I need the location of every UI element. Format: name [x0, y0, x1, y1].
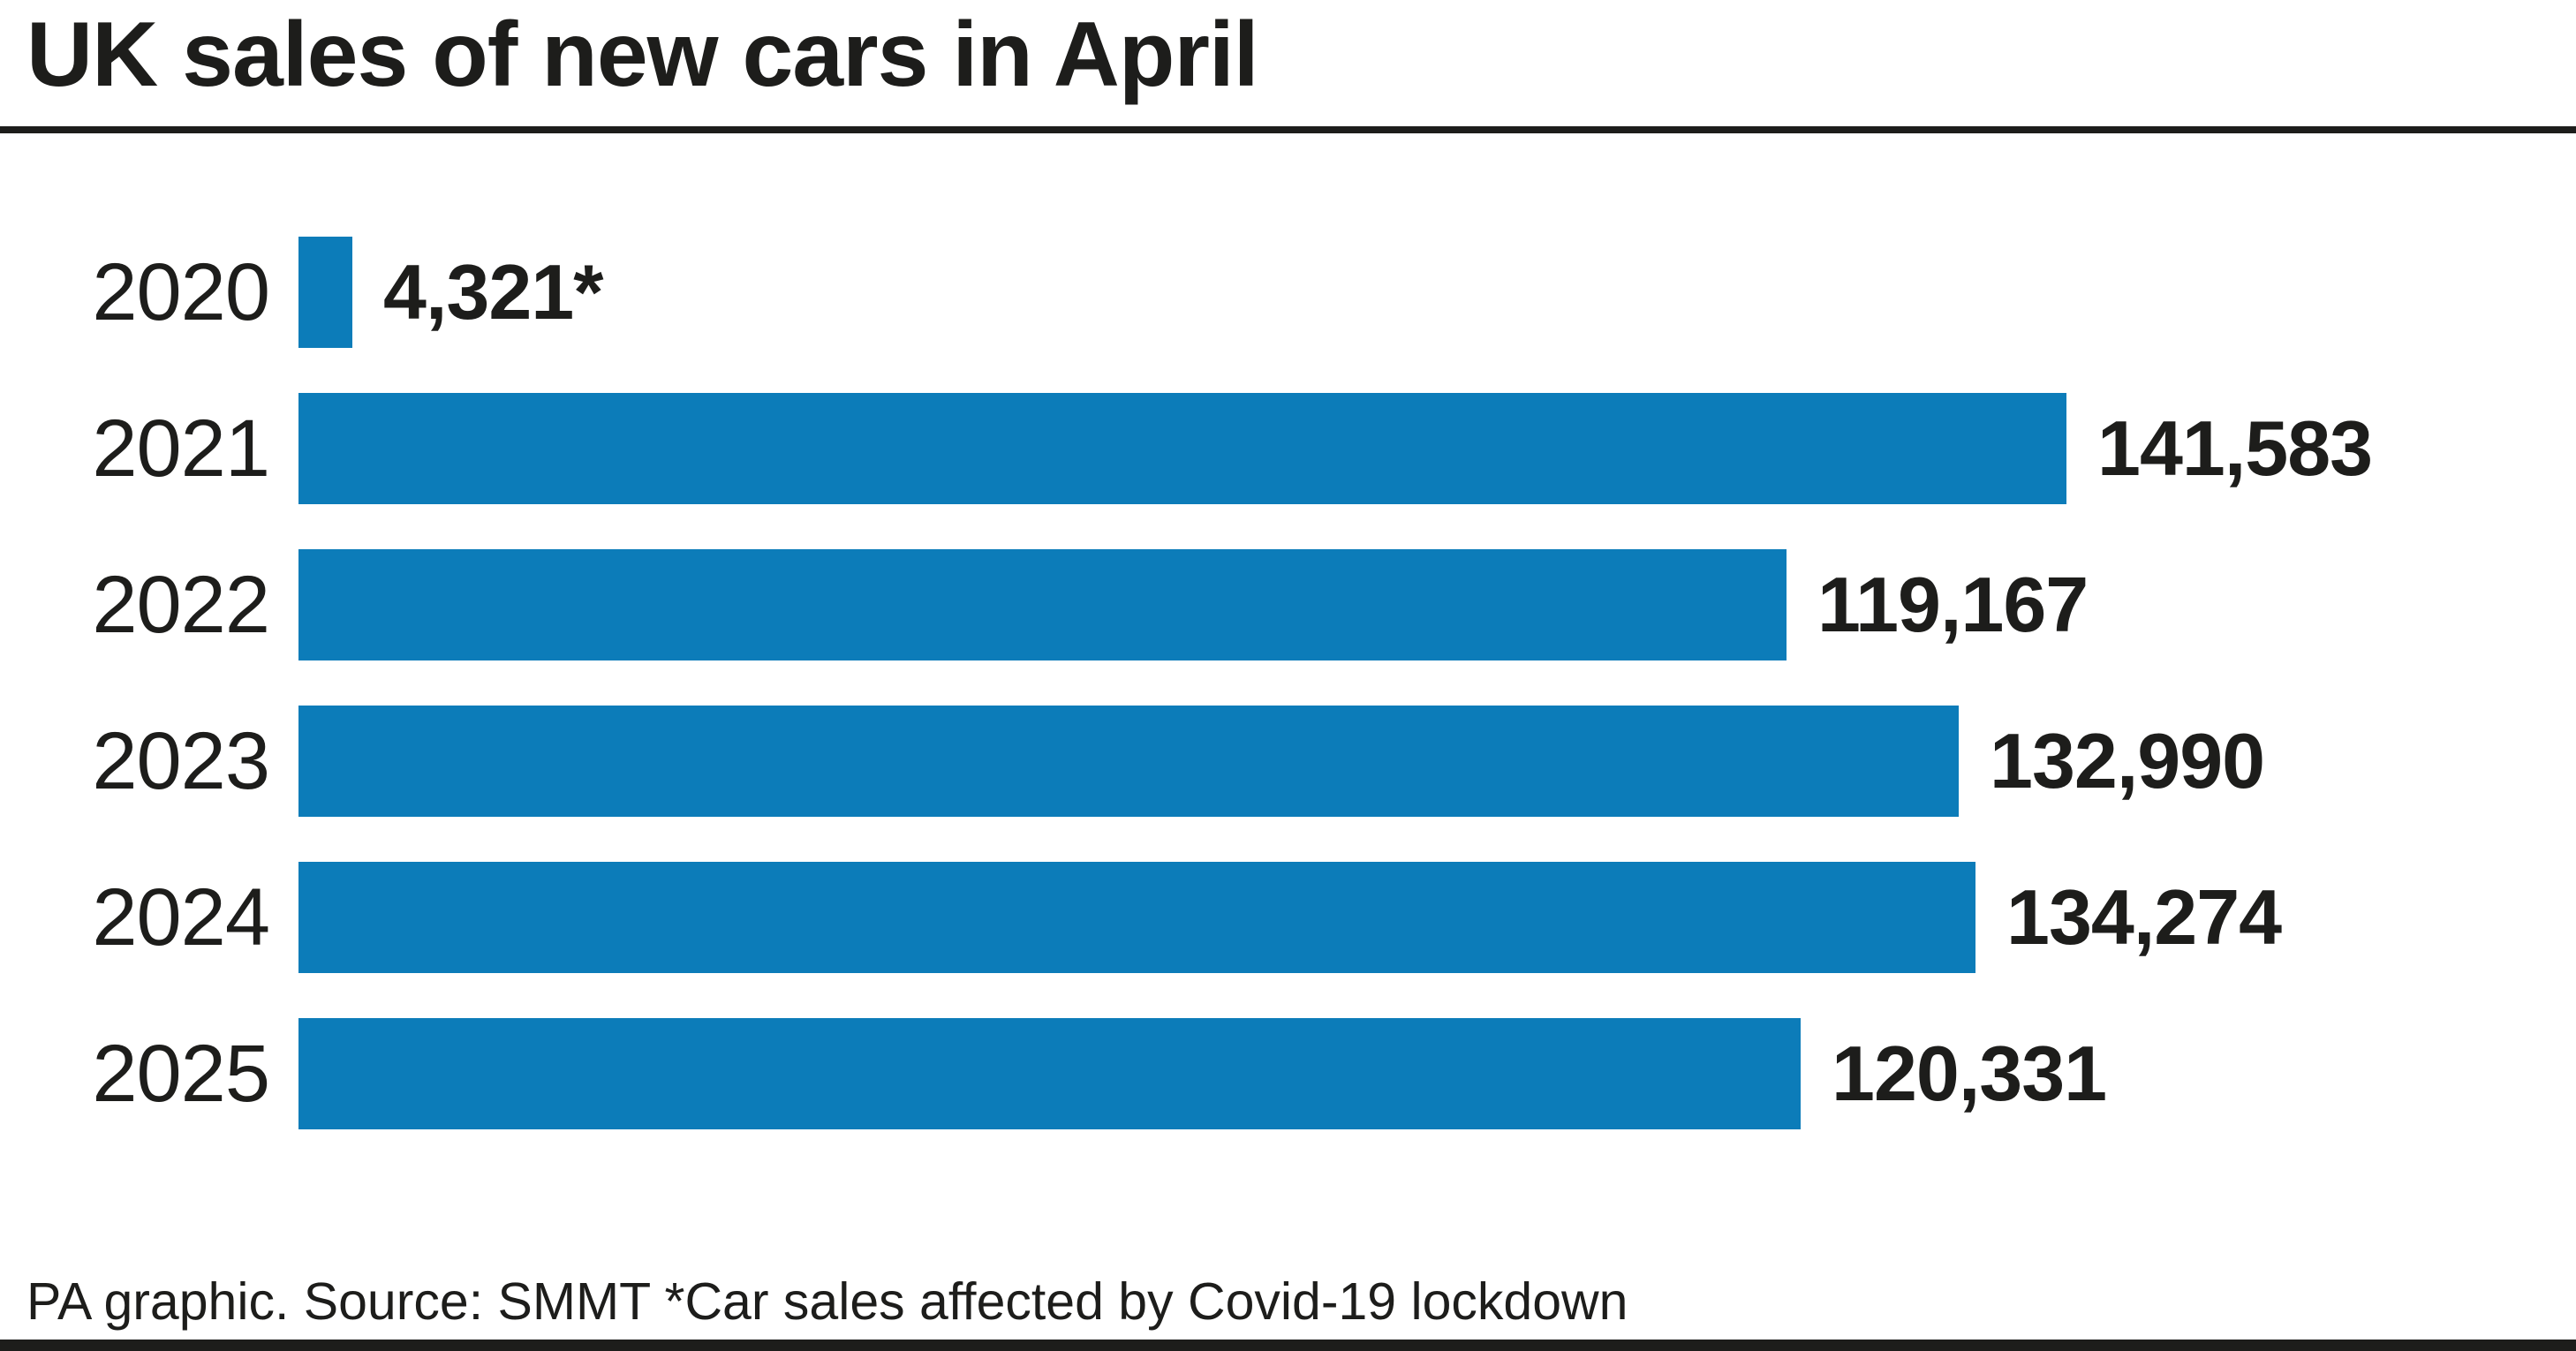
value-label: 119,167 [1817, 561, 2089, 648]
bar [298, 862, 1975, 973]
bottom-rule [0, 1340, 2576, 1351]
bar-track: 120,331 [298, 1018, 2576, 1129]
chart-row: 2021 141,583 [0, 393, 2576, 504]
bar [298, 549, 1787, 660]
bar [298, 237, 352, 348]
bar-track: 132,990 [298, 706, 2576, 817]
bar-track: 141,583 [298, 393, 2576, 504]
chart-row: 2024 134,274 [0, 862, 2576, 973]
chart-title: UK sales of new cars in April [26, 4, 1259, 106]
bar [298, 1018, 1801, 1129]
value-label: 120,331 [1832, 1030, 2107, 1117]
bar [298, 393, 2066, 504]
title-rule [0, 126, 2576, 133]
value-label: 4,321* [383, 248, 603, 336]
chart-row: 2020 4,321* [0, 237, 2576, 348]
chart-row: 2022 119,167 [0, 549, 2576, 660]
chart-row: 2025 120,331 [0, 1018, 2576, 1129]
value-label: 141,583 [2097, 404, 2373, 492]
category-label: 2024 [92, 872, 270, 962]
value-label: 132,990 [1990, 717, 2265, 804]
category-label: 2022 [92, 559, 270, 650]
value-label: 134,274 [2006, 873, 2282, 961]
category-label: 2025 [92, 1028, 270, 1119]
chart-row: 2023 132,990 [0, 706, 2576, 817]
bar-track: 119,167 [298, 549, 2576, 660]
source-note: PA graphic. Source: SMMT *Car sales affe… [26, 1272, 1628, 1331]
category-label: 2020 [92, 246, 270, 337]
bar-track: 4,321* [298, 237, 2576, 348]
bar [298, 706, 1959, 817]
category-label: 2021 [92, 403, 270, 494]
bar-chart: 2020 4,321* 2021 141,583 2022 119,167 2023 132,… [0, 237, 2576, 1129]
category-label: 2023 [92, 715, 270, 806]
bar-track: 134,274 [298, 862, 2576, 973]
